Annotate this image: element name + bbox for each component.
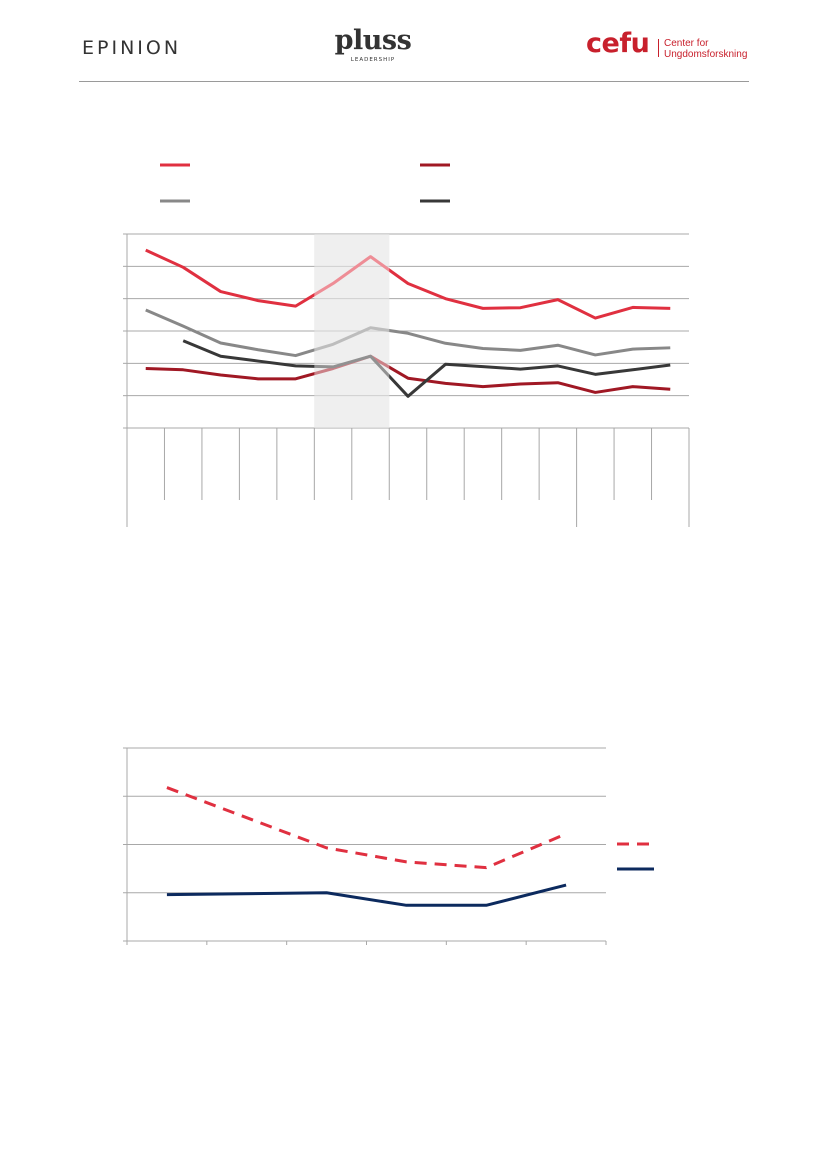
cefu-tagline-line1: Center for [664, 38, 709, 49]
header-divider [79, 81, 749, 82]
series-gray-line [145, 308, 671, 358]
series-red-dashed-line [166, 786, 567, 870]
cefu-logo-divider [658, 39, 659, 57]
series-dark-red-line [145, 354, 671, 394]
cefu-logo: cefu [586, 28, 650, 59]
cefu-tagline-line2: Ungdomsforskning [664, 49, 748, 60]
pluss-logo: pluss LEADERSHIP [333, 25, 413, 64]
pluss-logo-text: pluss [334, 25, 412, 56]
epinion-logo: EPINION [82, 37, 182, 59]
pluss-logo-tagline: LEADERSHIP [350, 57, 396, 63]
highlight-band-overlay [314, 234, 390, 428]
series-dark-gray-line [182, 339, 671, 398]
cefu-logo-tagline: Center for Ungdomsforskning [664, 38, 747, 60]
series-navy-line [166, 883, 567, 907]
series-bright-red-line [145, 248, 671, 320]
